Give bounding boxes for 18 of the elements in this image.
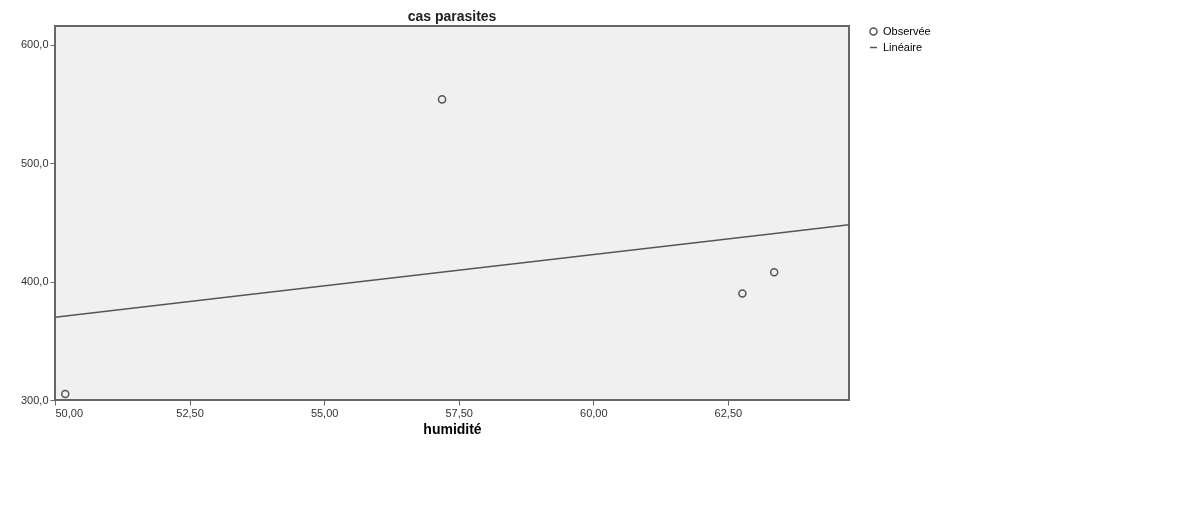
point	[437, 95, 447, 104]
x-tick-label: 60,00	[580, 406, 608, 419]
y-tick-label: 400,0	[20, 275, 49, 288]
legend-label: Observée	[883, 24, 931, 37]
y-tick-label: 600,0	[20, 38, 49, 51]
x-tick-label: 57,50	[445, 406, 473, 419]
y-tick-label: 500,0	[20, 156, 49, 169]
x-tick-label: 62,50	[714, 406, 743, 419]
x-axis-title: humidité	[423, 420, 482, 437]
legend-label: Linéaire	[883, 40, 923, 53]
point	[769, 267, 779, 277]
y-tick-label: 300,0	[20, 393, 49, 406]
x-tick-label: 55,00	[310, 406, 339, 419]
point	[60, 389, 70, 399]
x-tick-label: 52,50	[176, 406, 204, 419]
point	[738, 289, 747, 298]
chart-title: cas parasites	[407, 8, 497, 24]
x-tick-label: 50,00	[55, 406, 84, 419]
